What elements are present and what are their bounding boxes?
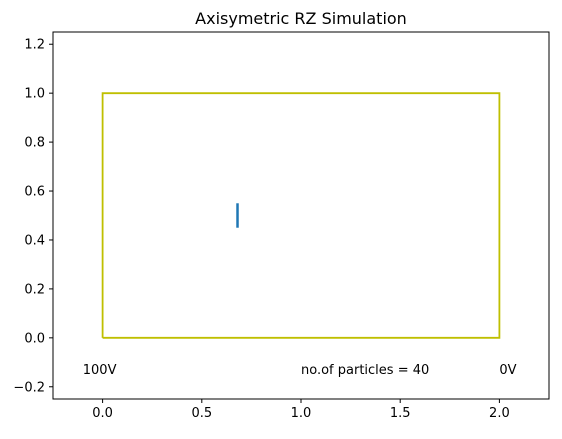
chart-title: Axisymetric RZ Simulation [195, 9, 407, 28]
annotation-label: no.of particles = 40 [301, 363, 429, 378]
y-tick-label: 1.2 [24, 38, 45, 53]
x-axis: 0.0 0.5 1.0 1.5 2.0 [92, 399, 510, 421]
x-tick-label: 1.0 [291, 406, 312, 421]
y-tick-label: 0.4 [24, 233, 45, 248]
y-tick-label: −0.2 [13, 380, 45, 395]
y-tick-label: 0.6 [24, 185, 45, 200]
y-tick-label: 1.0 [24, 87, 45, 102]
y-tick-label: 0.0 [24, 331, 45, 346]
plot-area [101, 92, 501, 339]
axes-frame [52, 31, 550, 400]
annotation-label: 100V [83, 363, 117, 378]
annotations: 100V no.of particles = 40 0V [83, 363, 517, 378]
series-line-0 [101, 92, 501, 339]
x-tick-label: 2.0 [489, 406, 510, 421]
x-tick-label: 0.0 [92, 406, 113, 421]
y-axis: −0.2 0.0 0.2 0.4 0.6 0.8 1.0 1.2 [13, 38, 53, 395]
x-tick-label: 1.5 [390, 406, 411, 421]
y-tick-label: 0.8 [24, 136, 45, 151]
x-tick-label: 0.5 [191, 406, 212, 421]
annotation-label: 0V [499, 363, 516, 378]
y-tick-label: 0.2 [24, 282, 45, 297]
